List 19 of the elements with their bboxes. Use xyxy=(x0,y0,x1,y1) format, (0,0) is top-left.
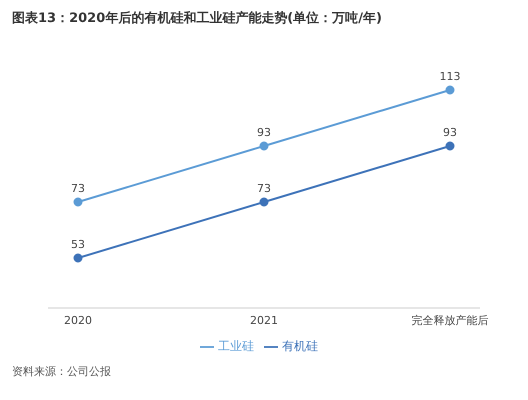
x-tick-label: 完全释放产能后 xyxy=(412,314,488,327)
x-tick-label: 2021 xyxy=(250,314,278,327)
data-label: 73 xyxy=(71,182,85,195)
point xyxy=(446,142,454,150)
point xyxy=(74,198,82,206)
point xyxy=(260,198,268,206)
chart-title: 图表13：2020年后的有机硅和工业硅产能走势(单位：万吨/年) xyxy=(11,10,383,28)
x-tick-label: 2020 xyxy=(64,314,92,327)
data-label: 93 xyxy=(257,126,271,139)
data-label: 113 xyxy=(440,70,460,83)
point xyxy=(74,254,82,262)
data-label: 53 xyxy=(71,238,85,251)
point xyxy=(446,86,454,94)
data-label: 73 xyxy=(257,182,271,195)
legend-label: 工业硅 xyxy=(218,339,254,353)
text: 资料来源：公司公报 xyxy=(11,364,112,380)
point xyxy=(260,142,268,150)
legend-label: 有机硅 xyxy=(282,339,318,353)
data-label: 93 xyxy=(443,126,457,139)
